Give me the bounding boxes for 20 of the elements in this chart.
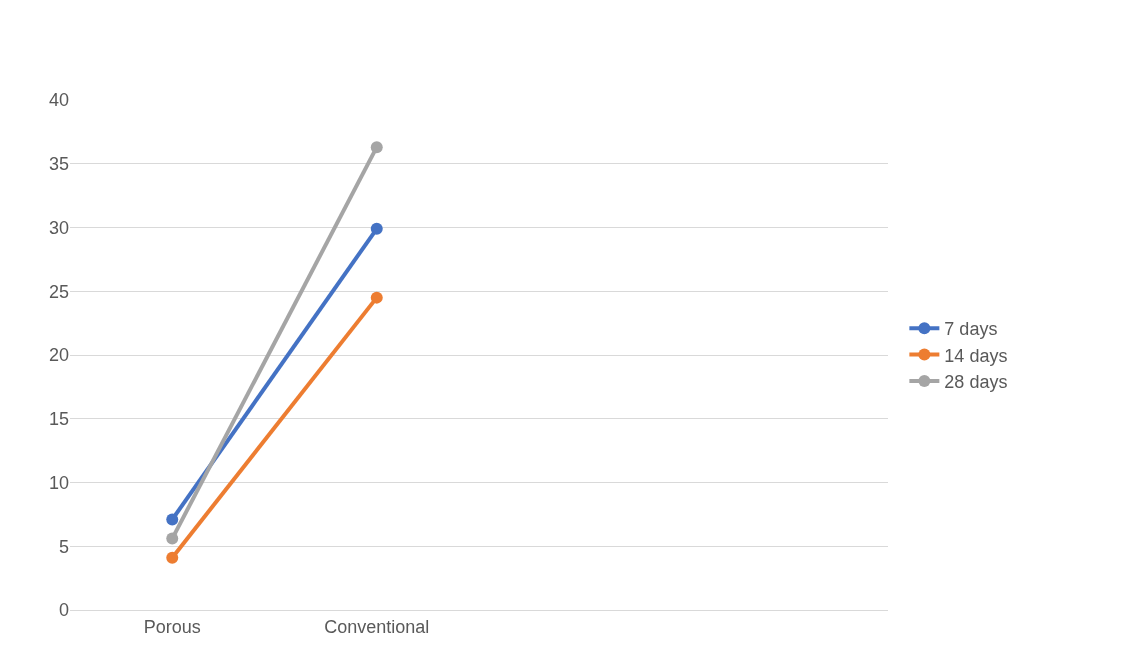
point — [370, 291, 383, 304]
y-tick-label: 20 — [48, 345, 69, 366]
legend-label: 28 days — [944, 372, 1008, 393]
y-tick-label: 40 — [48, 90, 69, 111]
y-tick-label: 35 — [48, 154, 69, 175]
x-tick-label: Conventional — [324, 616, 430, 637]
y-tick-label: 15 — [48, 409, 69, 430]
legend-label: 7 days — [944, 319, 998, 340]
legend-label: 14 days — [944, 345, 1008, 366]
y-tick-label: 10 — [48, 472, 69, 493]
y-tick-label: 25 — [48, 281, 69, 302]
y-tick-label: 5 — [58, 536, 69, 557]
point — [166, 513, 179, 526]
y-tick-label: 0 — [58, 600, 69, 621]
point — [370, 141, 383, 154]
y-tick-label: 30 — [48, 217, 69, 238]
point — [166, 532, 179, 545]
point — [370, 222, 383, 235]
x-tick-label: Porous — [143, 616, 201, 637]
point — [166, 551, 179, 564]
